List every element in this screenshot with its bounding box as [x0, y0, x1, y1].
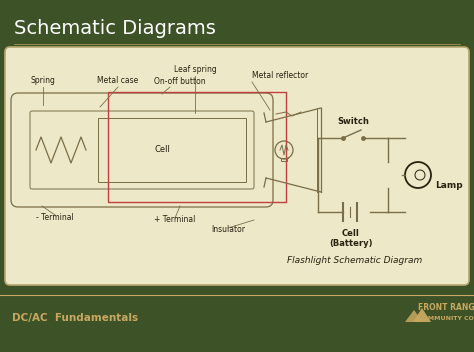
Text: Metal reflector: Metal reflector	[252, 71, 308, 80]
Text: Spring: Spring	[30, 76, 55, 85]
Text: Leaf spring: Leaf spring	[173, 65, 216, 74]
Text: FRONT RANGE: FRONT RANGE	[418, 303, 474, 313]
Text: Lamp: Lamp	[435, 181, 463, 189]
Polygon shape	[413, 308, 431, 322]
Bar	[108, 92, 286, 202]
Text: Metal case: Metal case	[97, 76, 138, 85]
Text: Cell
(Battery): Cell (Battery)	[329, 229, 373, 249]
Text: Insulator: Insulator	[211, 225, 245, 234]
FancyBboxPatch shape	[5, 47, 469, 285]
Text: Schematic Diagrams: Schematic Diagrams	[14, 19, 216, 38]
Text: + Terminal: + Terminal	[155, 215, 196, 224]
Text: DC/AC  Fundamentals: DC/AC Fundamentals	[12, 313, 138, 323]
Text: Cell: Cell	[154, 145, 170, 155]
Text: Flashlight Schematic Diagram: Flashlight Schematic Diagram	[287, 256, 423, 265]
Text: On-off button: On-off button	[154, 77, 206, 86]
Text: COMMUNITY COLLEGE: COMMUNITY COLLEGE	[418, 315, 474, 321]
Text: Switch: Switch	[337, 117, 369, 126]
Polygon shape	[405, 310, 423, 322]
Text: - Terminal: - Terminal	[36, 213, 74, 222]
Bar	[98, 118, 246, 182]
